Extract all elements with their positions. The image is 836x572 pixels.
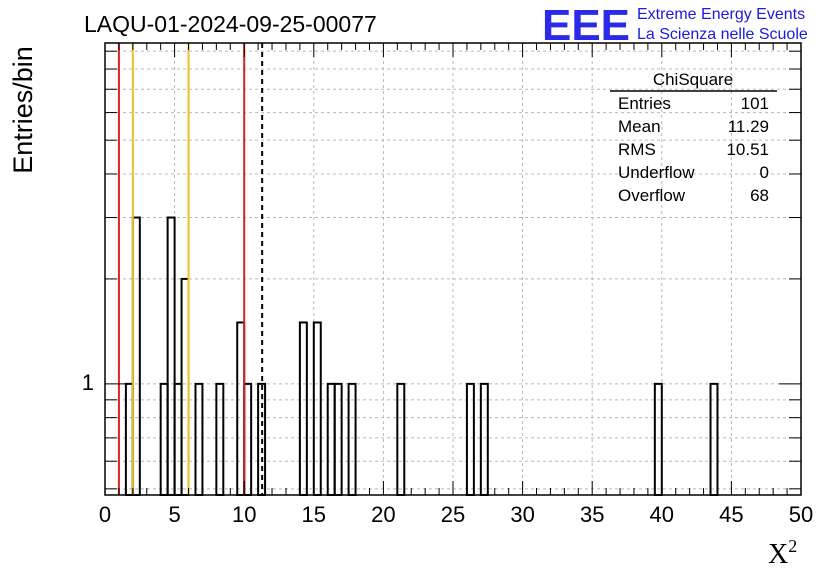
- stats-row-value: 0: [760, 163, 769, 182]
- histogram-bin: [709, 382, 719, 496]
- histogram-bin: [396, 382, 406, 496]
- x-tick-label: 25: [441, 502, 465, 527]
- histogram-bin: [166, 216, 176, 496]
- histogram-bin: [465, 382, 475, 496]
- histogram-bin: [131, 216, 141, 496]
- axis-ticks: [104, 43, 802, 495]
- histogram-bin: [173, 382, 183, 496]
- histogram-bin: [159, 382, 169, 496]
- stats-row-label: RMS: [618, 140, 656, 159]
- x-tick-label: 40: [650, 502, 674, 527]
- grid-lines: [105, 43, 801, 495]
- histogram-bin: [180, 277, 190, 496]
- x-tick-label: 15: [302, 502, 326, 527]
- x-tick-label: 35: [580, 502, 604, 527]
- y-tick-label: 1: [82, 370, 94, 395]
- histogram-bin: [243, 382, 253, 496]
- histogram-bin: [236, 321, 246, 496]
- eee-logo: EEE Extreme Energy Events La Scienza nel…: [542, 1, 808, 50]
- stats-row-label: Underflow: [618, 163, 695, 182]
- x-tick-labels: 0 5 10 15 20 25 30 35 40 45 50: [99, 502, 813, 527]
- stats-row-label: Entries: [618, 94, 671, 113]
- x-axis-label: X2: [768, 536, 797, 570]
- eee-logo-mark: EEE: [542, 1, 630, 50]
- x-tick-label: 10: [232, 502, 256, 527]
- stats-row-label: Mean: [618, 117, 661, 136]
- stats-row-value: 101: [741, 94, 769, 113]
- x-tick-label: 0: [99, 502, 111, 527]
- histogram-bin: [326, 382, 336, 496]
- y-axis-label: Entries/bin: [8, 46, 38, 174]
- histogram-bin: [194, 382, 204, 496]
- histogram-bin: [215, 382, 225, 496]
- histogram-bin: [347, 382, 357, 496]
- x-tick-label: 50: [789, 502, 813, 527]
- histogram-bins: [124, 216, 719, 496]
- histogram-bin: [333, 382, 343, 496]
- x-tick-label: 5: [168, 502, 180, 527]
- eee-logo-line1: Extreme Energy Events: [637, 6, 805, 23]
- histogram-bin: [653, 382, 663, 496]
- histogram-bin: [298, 321, 308, 496]
- x-axis-label-main: X: [768, 539, 788, 570]
- stats-row-value: 10.51: [726, 140, 769, 159]
- stats-row-label: Overflow: [618, 186, 686, 205]
- marker-lines: [117, 43, 264, 495]
- eee-logo-line2: La Scienza nelle Scuole: [637, 26, 808, 43]
- histogram-bin: [124, 382, 134, 496]
- histogram-bin: [479, 382, 489, 496]
- stats-box: ChiSquare Entries 101 Mean 11.29 RMS 10.51 Und…: [610, 70, 777, 205]
- x-tick-label: 45: [719, 502, 743, 527]
- x-tick-label: 20: [371, 502, 395, 527]
- chart-title: LAQU-01-2024-09-25-00077: [84, 11, 377, 37]
- histogram-bin: [312, 321, 322, 496]
- x-tick-label: 30: [510, 502, 534, 527]
- stats-title: ChiSquare: [653, 70, 733, 89]
- stats-row-value: 11.29: [728, 117, 769, 136]
- x-axis-label-sup: 2: [788, 536, 797, 556]
- stats-row-value: 68: [750, 186, 769, 205]
- stats-rows: Entries 101 Mean 11.29 RMS 10.51 Underflow 0 Ove…: [618, 94, 769, 205]
